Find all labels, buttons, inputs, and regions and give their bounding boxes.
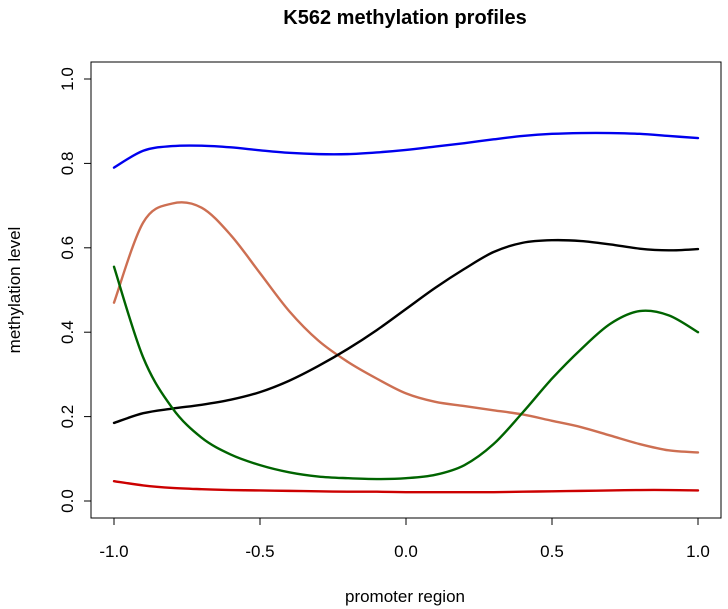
x-tick-label: 1.0 xyxy=(686,542,710,561)
x-tick-label: -1.0 xyxy=(99,542,128,561)
y-tick-label: 0.8 xyxy=(58,152,77,176)
series-line-3 xyxy=(112,238,700,425)
x-tick-label: 0.0 xyxy=(394,542,418,561)
y-tick-label: 0.0 xyxy=(58,489,77,513)
x-axis: -1.0 -0.5 0.0 0.5 1.0 xyxy=(99,517,710,561)
x-tick-label: -0.5 xyxy=(245,542,274,561)
series-line-2 xyxy=(112,201,700,454)
plot-frame xyxy=(90,61,722,519)
y-axis: 0.0 0.2 0.4 0.6 0.8 1.0 xyxy=(58,67,92,513)
series-line-5 xyxy=(112,479,700,494)
chart-title: K562 methylation profiles xyxy=(283,7,526,29)
y-tick-label: 1.0 xyxy=(58,67,77,91)
y-tick-label: 0.2 xyxy=(58,405,77,429)
x-tick-label: 0.5 xyxy=(540,542,564,561)
y-tick-label: 0.4 xyxy=(58,320,77,344)
x-axis-label: promoter region xyxy=(345,587,465,606)
series-line-1 xyxy=(112,131,700,169)
series-lines xyxy=(112,131,700,494)
y-axis-label: methylation level xyxy=(5,227,24,354)
y-tick-label: 0.6 xyxy=(58,236,77,260)
series-line-4 xyxy=(112,265,700,481)
